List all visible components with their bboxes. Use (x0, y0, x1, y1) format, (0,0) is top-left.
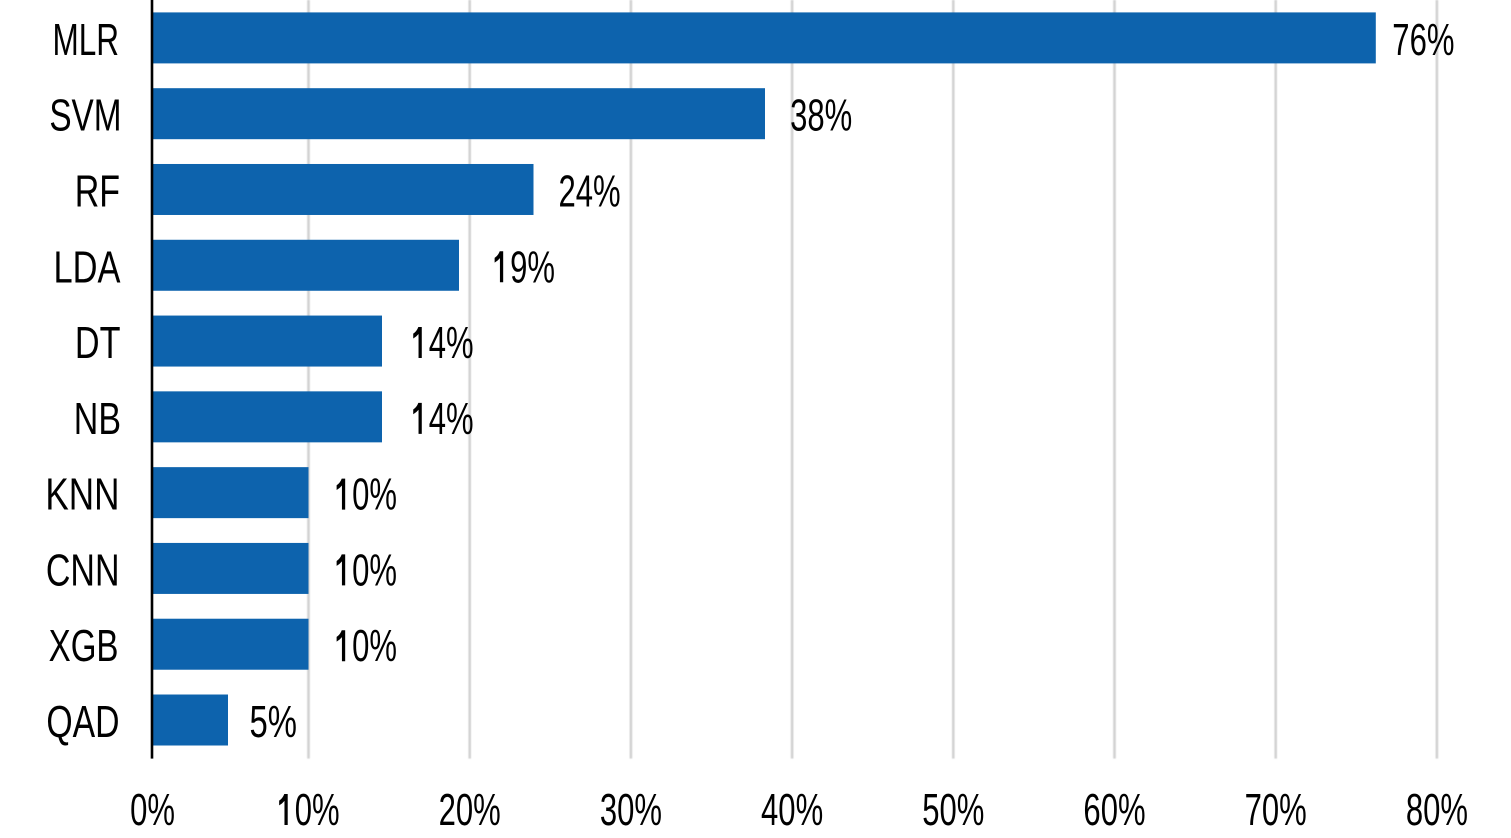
svg-text:0%: 0% (352, 544, 397, 595)
svg-text:60%: 60% (1083, 784, 1145, 835)
svg-text:XGB: XGB (49, 620, 119, 671)
svg-text:0%: 0% (352, 620, 397, 671)
svg-text:CNN: CNN (46, 544, 120, 595)
svg-text:80%: 80% (1406, 784, 1468, 835)
svg-text:24%: 24% (559, 165, 621, 216)
svg-text:SVM: SVM (49, 90, 121, 141)
svg-text:20%: 20% (439, 784, 501, 835)
svg-text:0%: 0% (130, 784, 175, 835)
svg-text:5%: 5% (250, 696, 297, 747)
svg-text:40%: 40% (761, 784, 823, 835)
svg-text:0%: 0% (352, 469, 397, 520)
svg-text:30%: 30% (600, 784, 662, 835)
svg-text:QAD: QAD (46, 696, 119, 747)
svg-text:LDA: LDA (54, 241, 121, 292)
svg-text:9%: 9% (510, 241, 555, 292)
svg-text:KNN: KNN (45, 469, 119, 520)
svg-text:70%: 70% (1245, 784, 1307, 835)
svg-text:4%: 4% (429, 393, 474, 444)
svg-text:RF: RF (75, 165, 120, 216)
svg-text:DT: DT (75, 317, 121, 368)
svg-text:MLR: MLR (52, 14, 119, 65)
svg-text:4%: 4% (429, 317, 474, 368)
svg-text:NB: NB (74, 393, 121, 444)
svg-text:76%: 76% (1392, 14, 1454, 65)
svg-text:0%: 0% (295, 784, 340, 835)
svg-text:38%: 38% (790, 90, 852, 141)
svg-text:50%: 50% (922, 784, 984, 835)
